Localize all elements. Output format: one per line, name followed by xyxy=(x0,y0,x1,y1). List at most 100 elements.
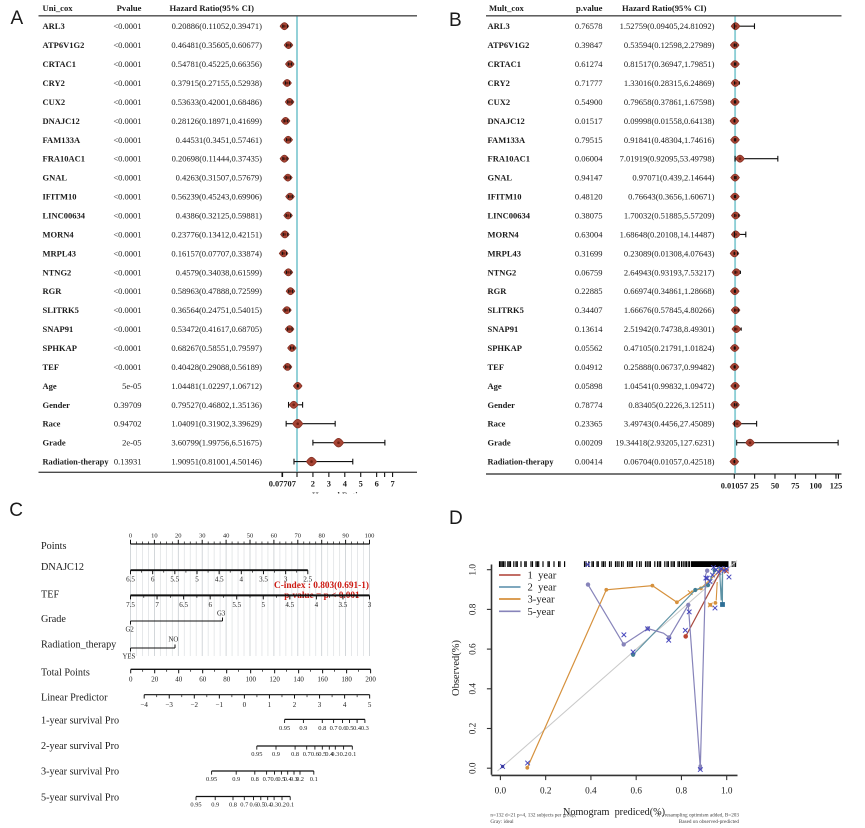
svg-text:SPHKAP: SPHKAP xyxy=(488,343,522,353)
svg-text:Race: Race xyxy=(43,419,61,429)
svg-text:NTNG2: NTNG2 xyxy=(488,267,517,277)
svg-text:0.4: 0.4 xyxy=(264,802,273,809)
svg-text:0.76643(0.3656,1.60671): 0.76643(0.3656,1.60671) xyxy=(628,192,715,202)
svg-text:3-year: 3-year xyxy=(528,595,556,606)
svg-text:3.60799(1.99756,6.51675): 3.60799(1.99756,6.51675) xyxy=(171,438,262,448)
svg-text:0.04912: 0.04912 xyxy=(575,362,603,372)
svg-text:LINC00634: LINC00634 xyxy=(488,211,531,221)
svg-text:X - resampling optimism added,: X - resampling optimism added, B=203 xyxy=(657,813,740,819)
svg-text:<0.0001: <0.0001 xyxy=(113,59,141,69)
svg-text:FAM133A: FAM133A xyxy=(488,135,526,145)
svg-text:0.06704(0.01057,0.42518): 0.06704(0.01057,0.42518) xyxy=(624,457,715,467)
svg-text:<0.0001: <0.0001 xyxy=(113,154,141,164)
svg-text:<0.0001: <0.0001 xyxy=(113,78,141,88)
svg-text:p.value: p.value xyxy=(576,3,603,13)
svg-text:6: 6 xyxy=(208,601,212,609)
svg-text:0.39847: 0.39847 xyxy=(575,40,603,50)
svg-text:0.23089(0.01308,4.07643): 0.23089(0.01308,4.07643) xyxy=(624,248,715,258)
svg-text:7.5: 7.5 xyxy=(126,601,135,609)
svg-text:Mult_cox: Mult_cox xyxy=(489,3,525,13)
svg-text:7: 7 xyxy=(155,601,159,609)
svg-text:0: 0 xyxy=(129,676,133,684)
svg-text:0.9: 0.9 xyxy=(232,776,240,783)
svg-text:60: 60 xyxy=(271,533,278,540)
svg-text:3.49743(0.4456,27.45089): 3.49743(0.4456,27.45089) xyxy=(624,419,715,429)
svg-text:DNAJC12: DNAJC12 xyxy=(488,116,525,126)
svg-text:2.64943(0.93193,7.53217): 2.64943(0.93193,7.53217) xyxy=(624,267,715,277)
svg-text:<0.0001: <0.0001 xyxy=(113,343,141,353)
svg-text:1.52759(0.09405,24.81092): 1.52759(0.09405,24.81092) xyxy=(620,21,715,31)
svg-text:1.33016(0.28315,6.24869): 1.33016(0.28315,6.24869) xyxy=(624,78,715,88)
svg-text:Gray: ideal: Gray: ideal xyxy=(490,819,514,825)
svg-text:<0.0001: <0.0001 xyxy=(113,211,141,221)
svg-text:2-year survival Pro: 2-year survival Pro xyxy=(41,741,119,752)
svg-text:DNAJC12: DNAJC12 xyxy=(43,116,80,126)
svg-text:200: 200 xyxy=(365,676,376,684)
svg-text:0.54781(0.45225,0.66356): 0.54781(0.45225,0.66356) xyxy=(171,59,262,69)
svg-text:Age: Age xyxy=(43,381,57,391)
svg-text:0.34407: 0.34407 xyxy=(575,305,603,315)
svg-text:6.5: 6.5 xyxy=(126,576,135,584)
svg-text:ATP6V1G2: ATP6V1G2 xyxy=(488,40,530,50)
svg-text:100: 100 xyxy=(245,676,256,684)
svg-text:75: 75 xyxy=(791,482,799,491)
svg-text:0.95: 0.95 xyxy=(206,776,217,783)
svg-text:ARL3: ARL3 xyxy=(43,21,65,31)
svg-text:CRTAC1: CRTAC1 xyxy=(43,59,77,69)
svg-text:19.34418(2.93205,127.6231): 19.34418(2.93205,127.6231) xyxy=(615,438,714,448)
svg-text:1.66676(0.57845,4.80266): 1.66676(0.57845,4.80266) xyxy=(624,305,715,315)
svg-text:Hazard Ratio(95% CI): Hazard Ratio(95% CI) xyxy=(170,3,255,13)
svg-text:0.2: 0.2 xyxy=(278,802,286,809)
svg-text:<0.0001: <0.0001 xyxy=(113,173,141,183)
svg-text:Linear Predictor: Linear Predictor xyxy=(41,693,108,704)
svg-text:MORN4: MORN4 xyxy=(43,229,75,239)
svg-text:<0.0001: <0.0001 xyxy=(113,21,141,31)
svg-text:YES: YES xyxy=(123,654,136,661)
svg-text:0.56239(0.45243,0.69906): 0.56239(0.45243,0.69906) xyxy=(171,192,262,202)
svg-text:0.79515: 0.79515 xyxy=(575,135,603,145)
svg-text:0.1: 0.1 xyxy=(286,802,294,809)
svg-text:3.5: 3.5 xyxy=(339,601,348,609)
svg-text:125: 125 xyxy=(830,482,843,491)
svg-text:−1: −1 xyxy=(216,701,224,709)
svg-text:Radiation-therapy: Radiation-therapy xyxy=(488,457,555,467)
svg-text:1.04481(1.02297,1.06712): 1.04481(1.02297,1.06712) xyxy=(171,381,262,391)
svg-text:n=132 d=21 p=4, 132 subjects p: n=132 d=21 p=4, 132 subjects per group; xyxy=(490,813,576,819)
svg-text:4.5: 4.5 xyxy=(215,576,224,584)
svg-text:0.91841(0.48304,1.74616): 0.91841(0.48304,1.74616) xyxy=(624,135,715,145)
svg-text:0.6: 0.6 xyxy=(250,802,258,809)
svg-text:3: 3 xyxy=(284,576,288,584)
svg-text:1 year: 1 year xyxy=(528,571,557,582)
svg-text:0.4263(0.31507,0.57679): 0.4263(0.31507,0.57679) xyxy=(176,173,263,183)
svg-text:6.5: 6.5 xyxy=(179,601,188,609)
svg-text:0.54900: 0.54900 xyxy=(575,97,603,107)
svg-text:0.39709: 0.39709 xyxy=(114,400,142,410)
svg-text:0.58963(0.47888,0.72599): 0.58963(0.47888,0.72599) xyxy=(171,286,262,296)
svg-text:0.4: 0.4 xyxy=(467,683,477,695)
svg-text:IFITM10: IFITM10 xyxy=(43,192,77,202)
svg-text:CRY2: CRY2 xyxy=(488,78,510,88)
svg-text:<0.0001: <0.0001 xyxy=(113,116,141,126)
svg-text:FRA10AC1: FRA10AC1 xyxy=(488,154,531,164)
svg-text:0.5: 0.5 xyxy=(318,751,326,758)
svg-text:SNAP91: SNAP91 xyxy=(43,324,74,334)
svg-text:2.5: 2.5 xyxy=(303,576,312,584)
svg-text:C-index : 0.803(0.691-1): C-index : 0.803(0.691-1) xyxy=(274,580,369,591)
svg-text:RGR: RGR xyxy=(43,286,63,296)
svg-text:<0.0001: <0.0001 xyxy=(113,40,141,50)
svg-text:SNAP91: SNAP91 xyxy=(488,324,519,334)
svg-text:0.25888(0.06737,0.99482): 0.25888(0.06737,0.99482) xyxy=(624,362,715,372)
svg-text:TEF: TEF xyxy=(41,590,59,601)
svg-text:MRPL43: MRPL43 xyxy=(488,248,522,258)
svg-text:0.5: 0.5 xyxy=(277,776,285,783)
svg-text:−2: −2 xyxy=(191,701,199,709)
svg-text:0.0: 0.0 xyxy=(495,786,507,796)
svg-text:0.00209: 0.00209 xyxy=(575,438,603,448)
svg-text:CRY2: CRY2 xyxy=(43,78,65,88)
svg-text:<0.0001: <0.0001 xyxy=(113,305,141,315)
svg-text:D: D xyxy=(449,508,463,529)
svg-text:Grade: Grade xyxy=(488,438,511,448)
svg-text:0.63004: 0.63004 xyxy=(575,229,603,239)
svg-text:6: 6 xyxy=(151,576,155,584)
svg-text:0.2: 0.2 xyxy=(540,786,552,796)
